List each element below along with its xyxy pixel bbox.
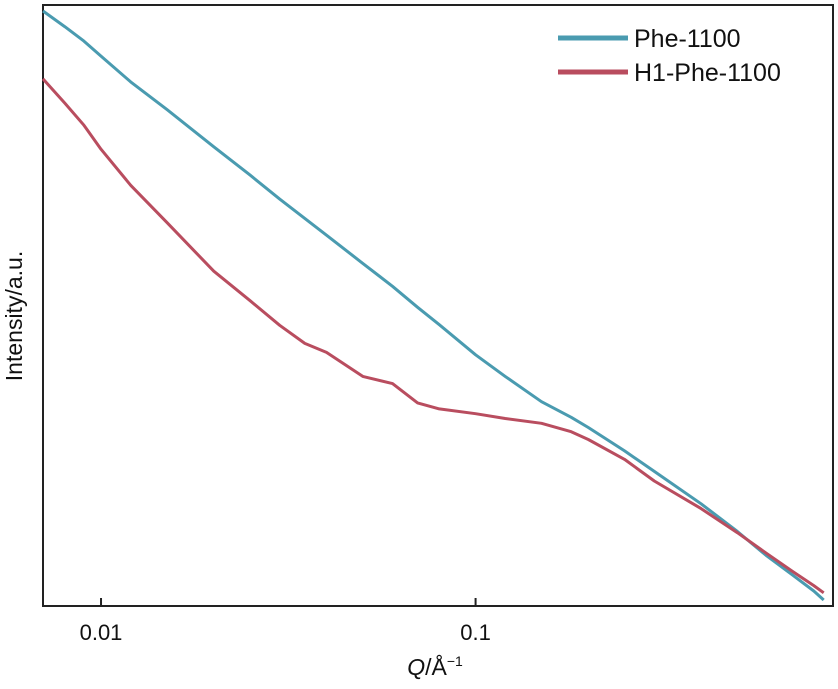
series-line-phe-1100 [42, 9, 825, 602]
x-tick-label-0.1: 0.1 [460, 620, 491, 645]
series-line-h1-phe-1100 [41, 77, 825, 595]
x-axis-title: Q/Å−1 [407, 653, 463, 680]
legend-label-phe-1100: Phe-1100 [634, 25, 741, 53]
x-tick-label-0.01: 0.01 [80, 620, 123, 645]
x-tick-layer: 0.01 0.1 [80, 598, 491, 645]
legend: Phe-1100 H1-Phe-1100 [558, 25, 781, 87]
x-axis-title-variable: Q [407, 654, 425, 680]
legend-label-h1-phe-1100: H1-Phe-1100 [634, 59, 781, 87]
x-axis-title-unit: /Å [425, 653, 447, 680]
y-axis-title: Intensity/a.u. [1, 251, 27, 381]
series-layer [41, 9, 825, 602]
x-axis-title-exponent: −1 [447, 653, 463, 669]
plot-frame [42, 4, 834, 607]
